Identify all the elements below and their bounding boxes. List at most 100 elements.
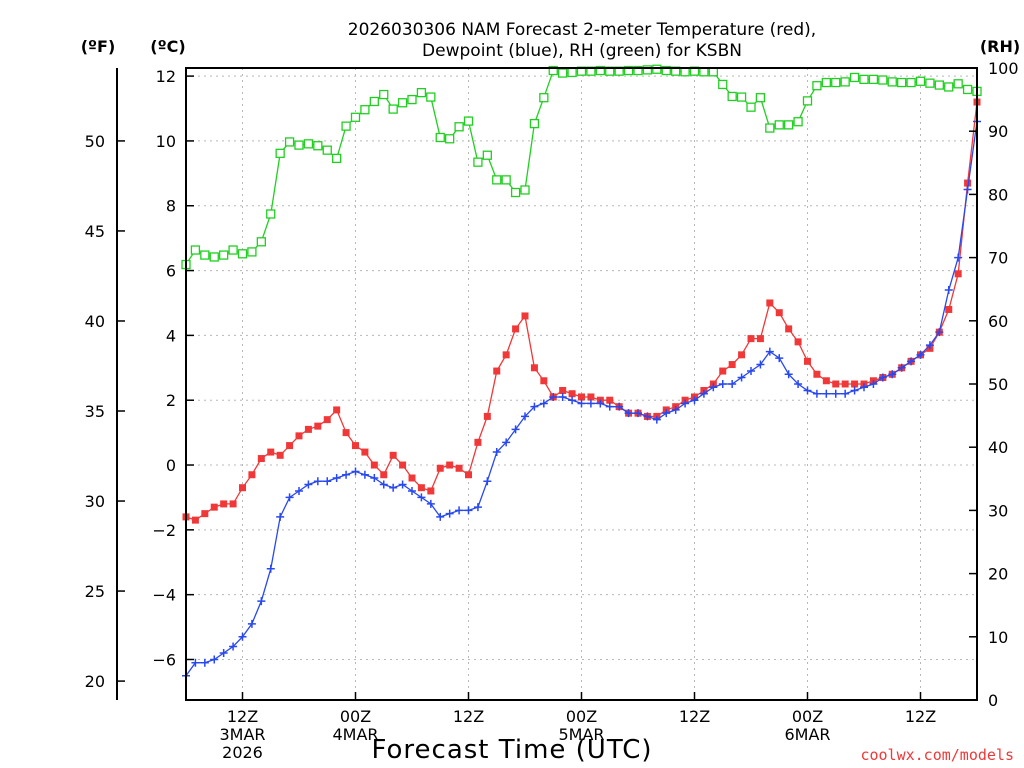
- rh-point: [445, 134, 455, 144]
- rh-point: [925, 78, 935, 88]
- rh-point: [897, 77, 907, 88]
- temperature-point: [804, 357, 811, 365]
- rh-point: [247, 247, 257, 257]
- dewpoint-point: [860, 383, 868, 392]
- temperature-point: [822, 377, 830, 385]
- temperature-point: [352, 442, 359, 450]
- temperature-point: [785, 325, 793, 333]
- dewpoint-point: [323, 477, 332, 486]
- x-tick-label: 6MAR: [784, 725, 830, 744]
- rh-point: [727, 91, 737, 102]
- temperature-point: [832, 380, 840, 388]
- dewpoint-point: [200, 658, 209, 667]
- dewpoint-point: [586, 399, 595, 408]
- rh-point: [878, 75, 888, 85]
- series-rh: [181, 64, 982, 270]
- rh-point: [595, 65, 605, 76]
- temperature-point: [568, 390, 576, 398]
- dewpoint-point: [681, 399, 690, 408]
- rh-tick-label: 50: [988, 375, 1008, 394]
- rh-point: [397, 98, 408, 108]
- rh-point: [831, 77, 841, 88]
- rh-point: [765, 123, 775, 133]
- rh-point: [369, 96, 379, 107]
- temperature-point: [606, 396, 614, 404]
- temperature-point: [389, 451, 397, 459]
- chart-title-line-2: Dewpoint (blue), RH (green) for KSBN: [422, 41, 742, 61]
- temperature-point: [380, 471, 388, 479]
- dewpoint-point: [398, 480, 407, 489]
- dewpoint-point: [285, 493, 294, 502]
- temperature-point: [766, 299, 774, 307]
- rh-point: [266, 209, 276, 219]
- dewpoint-point: [473, 503, 482, 512]
- dewpoint-point: [257, 597, 266, 606]
- rh-point: [784, 120, 794, 130]
- rh-point: [510, 187, 521, 198]
- dewpoint-point: [379, 480, 388, 489]
- dewpoint-point: [954, 253, 963, 262]
- temperature-point: [465, 471, 472, 479]
- temperature-point: [267, 448, 275, 456]
- rh-tick-label: 20: [988, 565, 1008, 584]
- celsius-tick-label: 4: [166, 326, 176, 345]
- dewpoint-point: [332, 473, 341, 482]
- rh-point: [633, 65, 643, 76]
- celsius-tick-label: −6: [152, 650, 176, 669]
- temperature-point: [493, 367, 501, 375]
- rh-point: [887, 77, 897, 87]
- credit-link[interactable]: coolwx.com/models: [860, 746, 1014, 764]
- x-tick-label: 00Z: [566, 707, 597, 726]
- rh-point: [435, 132, 445, 143]
- dewpoint-point: [276, 512, 285, 521]
- temperature-point: [446, 461, 454, 469]
- rh-point: [426, 92, 436, 102]
- rh-point: [718, 79, 728, 90]
- temperature-point: [794, 338, 802, 346]
- rh-point: [802, 96, 813, 106]
- dewpoint-point: [266, 564, 275, 573]
- temperature-point: [851, 380, 859, 388]
- rh-point: [906, 77, 916, 88]
- fahrenheit-tick-label: 30: [85, 492, 105, 511]
- rh-point: [859, 74, 869, 85]
- temperature-point: [408, 474, 416, 482]
- dewpoint-point: [765, 347, 774, 356]
- dewpoint-point: [907, 357, 916, 366]
- temperature-point: [248, 471, 256, 479]
- dewpoint-point: [897, 363, 906, 372]
- fahrenheit-tick-label: 45: [85, 222, 105, 241]
- rh-point: [953, 79, 963, 89]
- temperature-point: [540, 377, 548, 385]
- temperature-point: [342, 429, 350, 437]
- rh-tick-label: 90: [988, 122, 1008, 141]
- rh-point: [652, 64, 662, 74]
- dewpoint-point: [841, 389, 850, 398]
- dewpoint-point: [445, 509, 454, 518]
- chart-title-line-1: 2026030306 NAM Forecast 2-meter Temperat…: [348, 20, 816, 40]
- rh-point: [492, 175, 502, 185]
- dewpoint-point: [417, 493, 426, 502]
- temperature-point: [813, 370, 821, 378]
- dewpoint-point: [935, 328, 944, 337]
- rh-point: [388, 104, 398, 114]
- rh-point: [332, 153, 342, 164]
- dewpoint-point: [699, 389, 708, 398]
- temperature-point: [756, 335, 764, 343]
- rh-unit-label: (RH): [980, 37, 1020, 56]
- dewpoint-point: [521, 412, 529, 421]
- dewpoint-point: [229, 642, 238, 651]
- dewpoint-point: [247, 619, 256, 628]
- rh-point: [275, 148, 285, 158]
- rh-point: [463, 116, 474, 126]
- celsius-tick-label: −4: [152, 586, 176, 605]
- dewpoint-point: [812, 389, 821, 398]
- dewpoint-point: [210, 655, 219, 664]
- temperature-point: [530, 364, 538, 372]
- dewpoint-point: [539, 399, 548, 408]
- rh-point: [548, 65, 558, 76]
- temperature-point: [323, 416, 331, 424]
- fahrenheit-tick-label: 35: [85, 402, 105, 421]
- temperature-point: [436, 464, 444, 472]
